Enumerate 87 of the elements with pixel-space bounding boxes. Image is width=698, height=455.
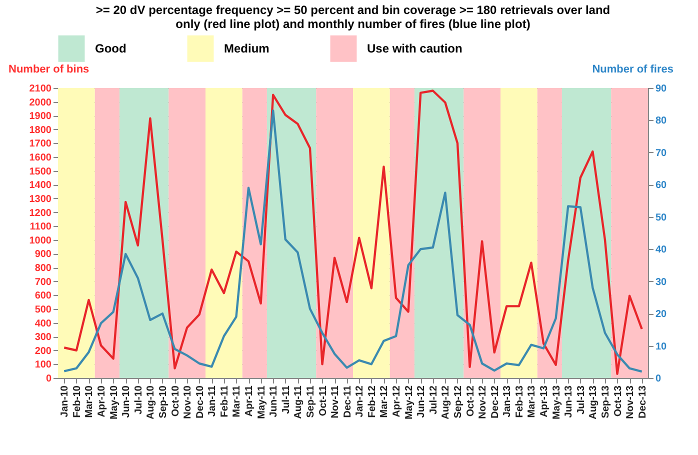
x-tick-label: Feb-10 <box>72 385 83 418</box>
y2-tick-label: 20 <box>656 309 668 320</box>
y2-axis-title: Number of fires <box>592 64 674 76</box>
x-tick-label: Jul-12 <box>428 385 440 414</box>
x-tick-label: Sep-13 <box>600 385 612 418</box>
x-tick-label: Feb-11 <box>219 385 230 418</box>
y-tick-label: 1400 <box>29 180 52 192</box>
x-tick-label: Dec-12 <box>490 385 501 418</box>
y2-tick-label: 90 <box>656 84 668 94</box>
x-tick-label: Feb-13 <box>514 385 526 418</box>
y-tick-label: 300 <box>34 332 52 344</box>
y-tick-label: 1000 <box>29 235 52 246</box>
x-tick-label: Oct-11 <box>318 385 329 416</box>
x-tick-label: Aug-12 <box>440 385 452 420</box>
x-tick-label: Mar-12 <box>379 385 390 418</box>
x-tick-label: Dec-13 <box>637 385 648 418</box>
x-tick-label: Sep-10 <box>158 385 169 418</box>
y-tick-label: 1600 <box>29 152 52 164</box>
y-tick-label: 100 <box>34 360 52 371</box>
x-tick-label: Jan-13 <box>502 385 514 418</box>
y-tick-label: 400 <box>34 318 52 330</box>
y-tick-label: 1500 <box>29 166 52 178</box>
x-tick-label: May-11 <box>256 385 268 419</box>
x-tick-label: Apr-10 <box>96 385 108 418</box>
y2-tick-label: 80 <box>656 116 668 127</box>
y2-tick-label: 30 <box>656 276 668 288</box>
x-tick-label: Nov-11 <box>330 385 342 418</box>
x-tick-label: Sep-12 <box>452 385 464 418</box>
x-tick-label: Aug-10 <box>146 385 157 420</box>
y-tick-label: 1700 <box>29 138 52 150</box>
y-tick-label: 2100 <box>29 84 52 94</box>
y-tick-label: 1100 <box>30 222 52 233</box>
x-tick-label: Jun-13 <box>564 385 575 418</box>
x-tick-label: Apr-11 <box>244 385 256 417</box>
y2-tick-label: 60 <box>656 180 668 192</box>
y-tick-label: 1900 <box>29 111 52 122</box>
y2-tick-label: 70 <box>656 148 668 159</box>
y-tick-label: 700 <box>34 276 52 288</box>
legend-label: Use with caution <box>367 42 462 56</box>
x-tick-label: Nov-13 <box>625 385 636 419</box>
x-tick-label: Jun-12 <box>416 385 428 418</box>
x-tick-label: Apr-13 <box>539 385 550 418</box>
x-tick-label: Aug-11 <box>293 385 304 419</box>
y2-tick-label: 50 <box>656 212 668 224</box>
x-tick-label: May-10 <box>108 385 120 420</box>
y-tick-label: 500 <box>34 304 52 316</box>
x-tick-label: Nov-10 <box>182 385 194 419</box>
y-tick-label: 2000 <box>29 97 52 108</box>
x-tick-label: Jul-11 <box>280 385 292 414</box>
legend-label: Medium <box>224 42 270 56</box>
y-tick-label: 1200 <box>29 208 52 219</box>
x-tick-label: May-12 <box>404 385 415 420</box>
x-tick-label: Oct-13 <box>612 385 624 417</box>
text: only (red line plot) and monthly number of fires (blue line plot) <box>176 17 530 31</box>
y-axis-title: Number of bins <box>8 64 90 76</box>
x-tick-label: Feb-12 <box>366 385 378 418</box>
y-tick-label: 200 <box>34 346 52 357</box>
x-tick-label: Jul-13 <box>576 385 587 414</box>
x-tick-label: May-13 <box>551 385 562 420</box>
y-tick-label: 1300 <box>29 194 52 205</box>
x-tick-label: Dec-11 <box>342 385 354 418</box>
x-tick-label: Jan-12 <box>354 385 366 418</box>
y-tick-label: 900 <box>34 249 52 260</box>
x-tick-label: Sep-11 <box>305 385 316 418</box>
x-tick-label: Oct-12 <box>465 385 476 417</box>
y-tick-label: 0 <box>46 374 52 384</box>
x-tick-label: Oct-10 <box>170 385 182 417</box>
x-tick-label: Jul-10 <box>133 385 144 414</box>
x-tick-label: Apr-12 <box>392 385 403 418</box>
y2-tick-label: 10 <box>656 341 668 352</box>
y-tick-label: 800 <box>34 263 52 274</box>
y-tick-label: 1800 <box>29 124 52 136</box>
x-tick-label: Jun-10 <box>121 385 132 418</box>
x-tick-label: Aug-13 <box>588 385 600 420</box>
y2-tick-label: 40 <box>656 244 668 256</box>
x-tick-label: Mar-13 <box>526 385 538 418</box>
x-tick-label: Nov-12 <box>478 385 489 419</box>
x-tick-label: Mar-10 <box>84 385 96 418</box>
x-tick-label: Dec-10 <box>194 385 206 418</box>
x-tick-label: Jun-11 <box>268 385 280 418</box>
y2-tick-label: 0 <box>656 374 662 384</box>
x-tick-label: Mar-11 <box>232 385 243 418</box>
text: >= 20 dV percentage frequency >= 50 percent and bin coverage >= 180 retrievals over land <box>96 3 610 17</box>
legend-label: Good <box>95 42 126 56</box>
x-tick-label: Jan-11 <box>207 385 218 417</box>
x-tick-label: Jan-10 <box>60 385 71 418</box>
y-tick-label: 600 <box>34 290 52 302</box>
